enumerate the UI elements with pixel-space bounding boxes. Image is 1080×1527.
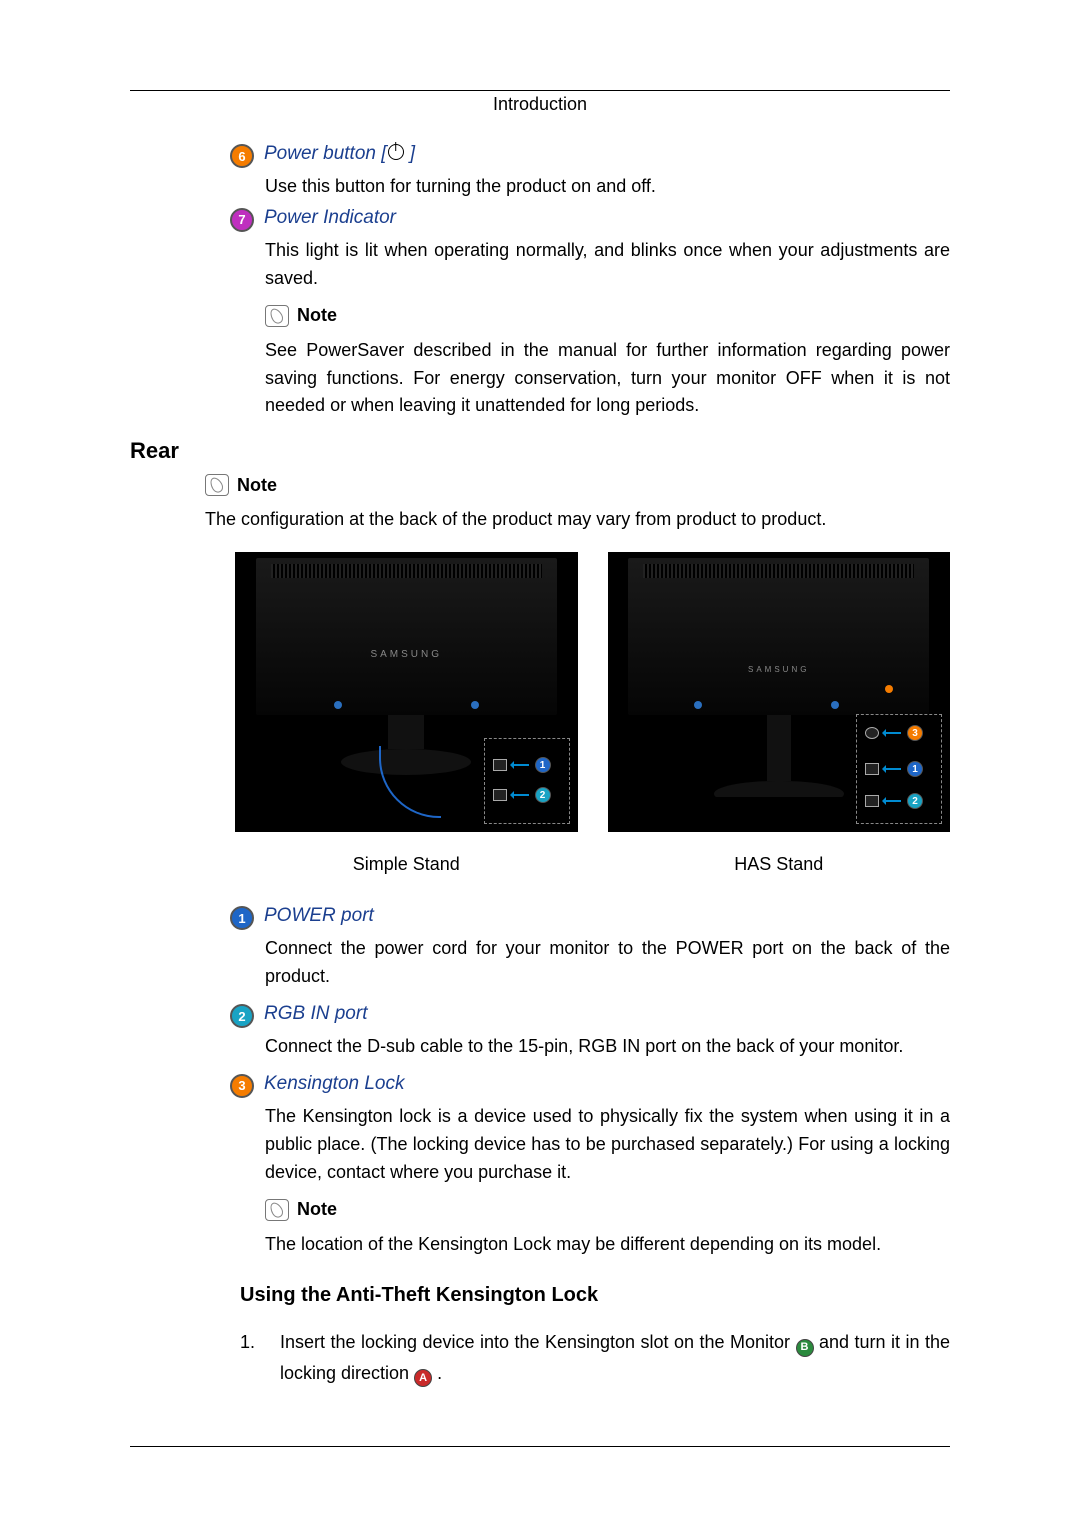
item-6-title-prefix: Power button [ xyxy=(264,143,387,164)
rear-note-label: Note xyxy=(237,475,277,496)
step-1-number: 1. xyxy=(240,1327,280,1388)
port-3-desc: The Kensington lock is a device used to … xyxy=(265,1103,950,1187)
port-1-row: 1 POWER port xyxy=(230,905,950,929)
top-rule xyxy=(130,90,950,91)
note-1-text: See PowerSaver described in the manual f… xyxy=(265,337,950,421)
number-7-badge: 7 xyxy=(230,208,254,232)
port-1-desc: Connect the power cord for your monitor … xyxy=(265,935,950,991)
note-2-row: Note xyxy=(265,1199,950,1221)
note-icon xyxy=(265,1199,289,1221)
has-stand-figure: SAMSUNG 3 1 2 xyxy=(608,552,951,832)
rear-note-row: Note xyxy=(205,474,950,496)
item-7-row: 7 Power Indicator xyxy=(230,207,950,231)
note-2-text: The location of the Kensington Lock may … xyxy=(265,1231,950,1259)
rear-note-text: The configuration at the back of the pro… xyxy=(205,506,950,534)
note-icon xyxy=(265,305,289,327)
inline-b-badge: B xyxy=(796,1339,814,1357)
note-1-row: Note xyxy=(265,305,950,327)
page-header: Introduction xyxy=(130,94,950,115)
legend-2: 2 xyxy=(535,787,551,803)
port-2-row: 2 RGB IN port xyxy=(230,1003,950,1027)
simple-stand-figure: SAMSUNG 1 2 xyxy=(235,552,578,832)
note-1-label: Note xyxy=(297,305,337,326)
bottom-rule xyxy=(130,1446,950,1447)
port-3-row: 3 Kensington Lock xyxy=(230,1073,950,1097)
caption-simple-stand: Simple Stand xyxy=(235,854,578,875)
number-2-badge: 2 xyxy=(230,1004,254,1028)
captions-row: Simple Stand HAS Stand xyxy=(235,854,950,875)
brand-text: SAMSUNG xyxy=(748,665,809,674)
item-6-row: 6 Power button [ ] xyxy=(230,143,950,167)
step-1-text: Insert the locking device into the Kensi… xyxy=(280,1327,950,1388)
port-3-title: Kensington Lock xyxy=(264,1073,405,1095)
legend-1b: 1 xyxy=(907,761,923,777)
number-6-badge: 6 xyxy=(230,144,254,168)
brand-text: SAMSUNG xyxy=(370,649,442,660)
port-2-desc: Connect the D-sub cable to the 15-pin, R… xyxy=(265,1033,950,1061)
item-6-title-suffix: ] xyxy=(405,143,416,164)
caption-has-stand: HAS Stand xyxy=(608,854,951,875)
item-7-title: Power Indicator xyxy=(264,207,396,229)
step-1c: . xyxy=(432,1363,442,1383)
inline-a-badge: A xyxy=(414,1369,432,1387)
item-6-title: Power button [ ] xyxy=(264,143,415,165)
legend-3: 3 xyxy=(907,725,923,741)
note-icon xyxy=(205,474,229,496)
port-2-title: RGB IN port xyxy=(264,1003,367,1025)
note-2-label: Note xyxy=(297,1199,337,1220)
product-images-row: SAMSUNG 1 2 SAMSUNG xyxy=(235,552,950,832)
legend-1: 1 xyxy=(535,757,551,773)
legend-2b: 2 xyxy=(907,793,923,809)
port-1-title: POWER port xyxy=(264,905,374,927)
rear-heading: Rear xyxy=(130,438,950,464)
number-1-badge: 1 xyxy=(230,906,254,930)
power-icon xyxy=(388,144,404,160)
kensington-heading: Using the Anti-Theft Kensington Lock xyxy=(240,1284,950,1307)
number-3-badge: 3 xyxy=(230,1074,254,1098)
kensington-step-1: 1. Insert the locking device into the Ke… xyxy=(240,1327,950,1388)
item-7-desc: This light is lit when operating normall… xyxy=(265,237,950,293)
step-1a: Insert the locking device into the Kensi… xyxy=(280,1332,796,1352)
item-6-desc: Use this button for turning the product … xyxy=(265,173,950,201)
